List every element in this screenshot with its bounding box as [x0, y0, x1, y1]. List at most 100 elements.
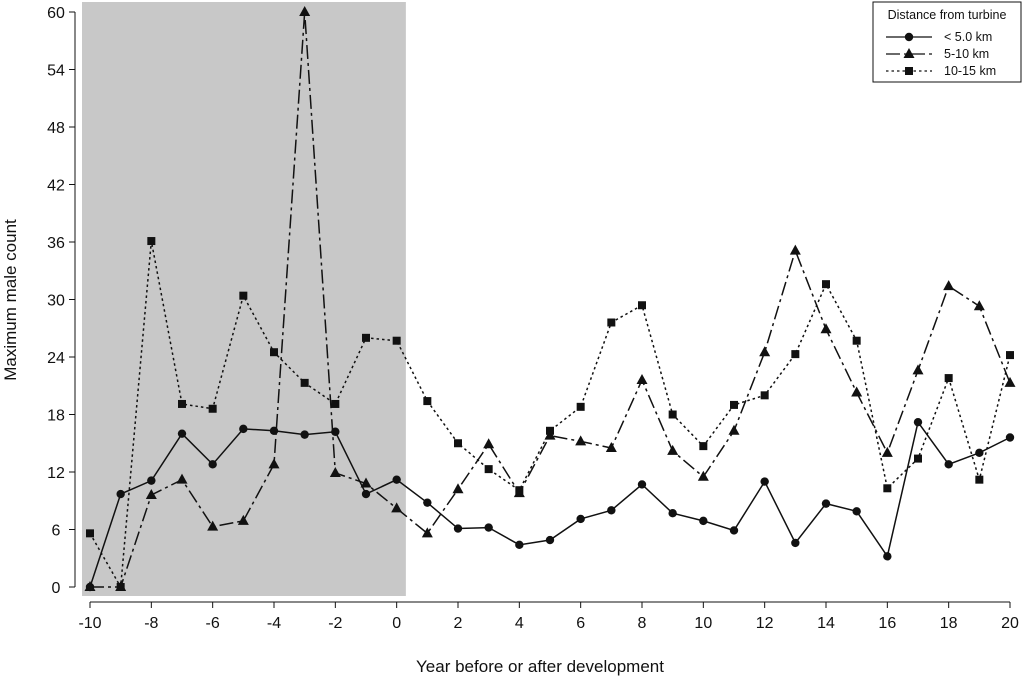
data-point-circle	[1005, 433, 1015, 442]
data-point-square	[515, 486, 524, 495]
data-point-square	[423, 397, 432, 406]
data-point-square	[454, 439, 462, 448]
data-point-triangle	[636, 374, 648, 384]
x-tick-label: 0	[392, 615, 401, 632]
legend-label: 10-15 km	[944, 64, 996, 78]
data-point-triangle	[207, 520, 219, 531]
y-tick-label: 60	[47, 5, 65, 22]
data-point-circle	[177, 429, 187, 438]
data-point-circle	[515, 540, 524, 550]
x-tick-label: -6	[206, 615, 220, 632]
data-point-square	[300, 378, 309, 387]
data-point-square	[944, 374, 953, 383]
x-tick-label: -4	[267, 615, 281, 632]
data-point-triangle	[605, 442, 617, 453]
data-point-square	[699, 442, 708, 451]
x-axis-label: Year before or after development	[416, 657, 664, 676]
data-point-square	[484, 465, 493, 474]
x-tick-label: 2	[454, 615, 463, 632]
data-point-square	[1006, 351, 1014, 360]
x-tick-label: -8	[144, 615, 158, 632]
data-point-triangle	[881, 446, 893, 457]
legend-title: Distance from turbine	[888, 8, 1007, 22]
x-tick-label: 20	[1001, 615, 1019, 632]
data-point-circle	[668, 509, 677, 518]
y-tick-label: 30	[47, 293, 65, 310]
x-tick-label: 16	[878, 615, 896, 632]
data-point-triangle	[759, 346, 771, 357]
data-point-triangle	[237, 514, 249, 525]
data-point-square	[178, 399, 186, 408]
y-tick-label: 18	[47, 408, 65, 425]
data-point-triangle	[391, 502, 403, 513]
data-point-circle	[607, 506, 616, 515]
data-point-circle	[883, 552, 892, 561]
data-point-triangle	[329, 466, 341, 477]
data-point-triangle	[575, 435, 587, 446]
data-point-triangle	[421, 527, 433, 538]
y-axis-label: Maximum male count	[1, 219, 20, 381]
data-point-circle	[423, 498, 432, 507]
data-point-square	[392, 336, 401, 345]
data-point-square	[607, 318, 616, 327]
data-point-square	[914, 454, 922, 463]
x-tick-label: 8	[638, 615, 647, 632]
data-point-circle	[913, 417, 923, 427]
data-point-circle	[453, 524, 463, 533]
series-square	[86, 237, 1014, 591]
data-point-square	[638, 301, 646, 310]
data-point-triangle	[667, 444, 679, 455]
y-tick-label: 48	[47, 120, 65, 137]
data-point-square	[116, 583, 125, 591]
y-tick-label: 0	[52, 580, 61, 597]
x-tick-label: 4	[515, 615, 524, 632]
data-point-square	[852, 336, 861, 345]
data-point-square	[208, 404, 217, 413]
y-tick-label: 54	[47, 63, 65, 80]
data-point-square	[362, 333, 370, 342]
y-tick-label: 24	[47, 350, 65, 367]
data-point-triangle	[483, 438, 495, 449]
data-point-circle	[484, 523, 493, 532]
data-point-square	[730, 400, 738, 409]
data-point-circle	[821, 499, 831, 508]
data-point-circle	[637, 480, 647, 489]
data-point-triangle	[851, 386, 863, 397]
legend-marker-triangle	[903, 48, 915, 58]
data-point-circle	[576, 514, 585, 524]
data-point-circle	[944, 460, 953, 469]
data-point-triangle	[943, 280, 955, 291]
data-point-triangle	[820, 323, 832, 334]
data-point-circle	[545, 535, 555, 545]
data-point-circle	[791, 538, 800, 548]
y-tick-label: 12	[47, 465, 65, 482]
x-tick-label: -2	[328, 615, 342, 632]
data-point-square	[331, 399, 340, 408]
legend-marker-square	[905, 67, 913, 75]
legend-label: < 5.0 km	[944, 30, 992, 44]
data-point-circle	[760, 477, 769, 486]
data-point-square	[239, 291, 248, 300]
data-point-circle	[116, 489, 125, 499]
series-triangle	[84, 6, 1016, 591]
data-point-square	[147, 237, 156, 246]
data-point-circle	[239, 424, 248, 434]
data-point-circle	[147, 476, 156, 485]
x-tick-label: 18	[940, 615, 958, 632]
y-tick-label: 36	[47, 235, 65, 252]
data-point-square	[668, 410, 677, 419]
data-point-circle	[331, 427, 340, 436]
data-point-circle	[699, 516, 708, 526]
x-tick-label: -10	[78, 615, 101, 632]
data-point-triangle	[912, 364, 924, 375]
data-point-square	[975, 475, 984, 484]
data-point-circle	[852, 507, 861, 516]
data-point-circle	[208, 460, 217, 469]
data-point-triangle	[360, 477, 372, 488]
x-tick-label: 14	[817, 615, 835, 632]
data-point-circle	[975, 448, 984, 458]
legend: Distance from turbine < 5.0 km 5-10 km 10-…	[872, 1, 1022, 83]
data-point-triangle	[697, 470, 709, 481]
data-point-triangle	[268, 458, 280, 469]
